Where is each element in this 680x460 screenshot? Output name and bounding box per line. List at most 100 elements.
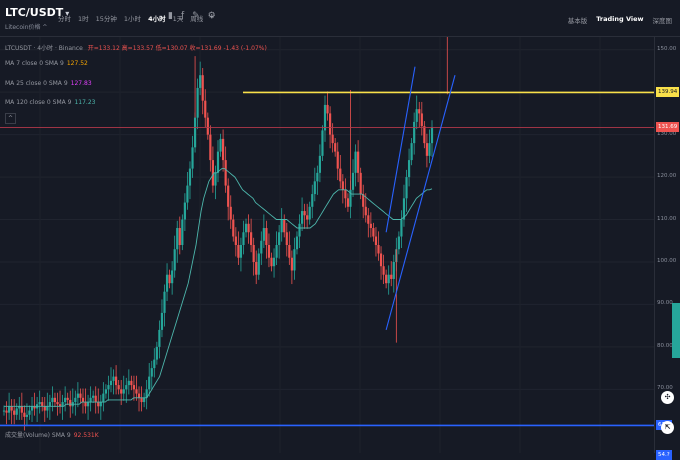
- candle-body: [232, 219, 235, 237]
- price-tick: 70.00: [657, 385, 673, 392]
- candle-body: [341, 181, 344, 190]
- candle-body: [165, 274, 169, 292]
- candle-body: [369, 223, 372, 229]
- candle-body: [150, 368, 153, 377]
- candle-body: [97, 402, 100, 407]
- candle-body: [362, 194, 365, 207]
- ma120-value: 117.23: [74, 99, 96, 106]
- volume-value: 92.531K: [73, 432, 99, 439]
- interval-1[interactable]: 1时: [78, 15, 89, 23]
- ma120-line: [4, 168, 433, 407]
- candle-body: [430, 127, 434, 144]
- candle-body: [176, 228, 179, 250]
- view-tab-0[interactable]: 基本版: [567, 17, 588, 25]
- candle-body: [20, 406, 23, 413]
- candle-body: [10, 406, 13, 411]
- candle-body: [359, 172, 362, 195]
- candle-type-icon[interactable]: ▮: [168, 11, 173, 21]
- candle-body: [51, 397, 54, 403]
- candle-body: [275, 245, 278, 258]
- candle-body: [270, 257, 273, 267]
- legend-ohlc: 开=133.12 高=133.57 低=130.07 收=131.69 -1.4…: [87, 45, 267, 52]
- candle-body: [43, 406, 46, 411]
- candle-body: [188, 168, 192, 186]
- ma25-value: 127.83: [70, 80, 92, 87]
- candle-body: [280, 219, 283, 233]
- interval-6[interactable]: 周线: [190, 15, 204, 23]
- candle-body: [377, 245, 380, 254]
- candle-body: [247, 223, 250, 233]
- indicator-icon[interactable]: ƒ: [180, 11, 185, 21]
- candle-body: [102, 393, 105, 403]
- candle-body: [15, 408, 18, 415]
- chart-area[interactable]: LTCUSDT · 4小时 · Binance 开=133.12 高=133.5…: [0, 37, 654, 453]
- candle-body: [206, 117, 209, 135]
- candle-body: [272, 257, 276, 267]
- interval-0[interactable]: 分时: [58, 15, 71, 23]
- candle-body: [145, 389, 148, 398]
- view-tab-2[interactable]: 深度图: [652, 17, 673, 25]
- interval-5[interactable]: 1天: [172, 15, 184, 23]
- more-options-icon[interactable]: ✣: [661, 391, 674, 404]
- settings-icon[interactable]: ⚙: [207, 11, 216, 21]
- ma25-label: MA 25 close 0 SMA 9: [5, 80, 68, 87]
- candle-body: [84, 402, 87, 407]
- symbol-selector[interactable]: LTC/USDT ▾: [5, 6, 69, 19]
- legend-collapse-button[interactable]: ^: [5, 113, 16, 124]
- symbol-subtitle[interactable]: Litecoin价格 ^: [5, 24, 48, 31]
- candle-body: [229, 206, 232, 220]
- candle-body: [183, 202, 186, 220]
- price-tick: 100.00: [657, 257, 677, 264]
- candle-body: [104, 389, 108, 394]
- candle-body: [13, 410, 16, 415]
- candle-body: [74, 397, 77, 403]
- candle-body: [168, 274, 171, 284]
- candle-body: [390, 274, 393, 279]
- candle-body: [130, 380, 133, 386]
- candle-body: [211, 160, 215, 186]
- candle-body: [326, 104, 329, 114]
- interval-4[interactable]: 4小时: [148, 15, 166, 23]
- candle-body: [94, 395, 97, 403]
- legend-ma120[interactable]: MA 120 close 0 SMA 9 117.23: [5, 99, 95, 106]
- interval-7[interactable]: ▾: [210, 13, 214, 21]
- price-tag: 131.69: [656, 122, 680, 133]
- legend-ma7[interactable]: MA 7 close 0 SMA 9 127.52: [5, 60, 88, 67]
- candle-body: [86, 402, 90, 407]
- candle-body: [265, 228, 268, 245]
- view-tab-1[interactable]: Trading View: [596, 15, 644, 23]
- candle-body: [311, 194, 314, 207]
- legend-title: LTCUSDT · 4小时 · Binance 开=133.12 高=133.5…: [5, 43, 267, 52]
- symbol-caret-icon[interactable]: ▾: [65, 9, 70, 18]
- candle-body: [48, 402, 51, 407]
- interval-2[interactable]: 15分钟: [95, 15, 117, 23]
- candle-body: [387, 274, 390, 284]
- candle-body: [234, 236, 237, 245]
- candle-body: [2, 410, 6, 412]
- volume-legend[interactable]: 成交量(Volume) SMA 9 92.531K: [5, 430, 99, 439]
- candle-body: [349, 189, 352, 207]
- auto-scale-icon[interactable]: ⇱: [661, 421, 674, 434]
- candle-body: [255, 261, 258, 275]
- candle-body: [400, 219, 403, 237]
- trendline-upper: [385, 66, 416, 233]
- candle-body: [224, 160, 227, 186]
- candle-body: [382, 266, 385, 275]
- legend-ma25[interactable]: MA 25 close 0 SMA 9 127.83: [5, 80, 92, 87]
- candle-body: [5, 410, 8, 413]
- candle-body: [364, 206, 367, 216]
- candle-body: [219, 138, 222, 152]
- draw-tools-icon[interactable]: ✎: [192, 11, 200, 21]
- interval-selector: 分时 1时 15分钟 1小时 4小时 1天 周线 ▾: [58, 13, 214, 23]
- candle-body: [33, 406, 36, 409]
- candle-body: [158, 329, 161, 347]
- symbol-name[interactable]: LTC/USDT: [5, 6, 64, 19]
- candle-body: [99, 402, 102, 407]
- candle-body: [402, 198, 406, 220]
- candle-body: [278, 232, 281, 245]
- price-axis[interactable]: 150.00140.00130.00120.00110.00100.0090.0…: [654, 37, 680, 460]
- candle-body: [298, 223, 301, 237]
- interval-3[interactable]: 1小时: [123, 15, 142, 23]
- ma120-label: MA 120 close 0 SMA 9: [5, 99, 72, 106]
- candlestick-chart[interactable]: [0, 37, 654, 453]
